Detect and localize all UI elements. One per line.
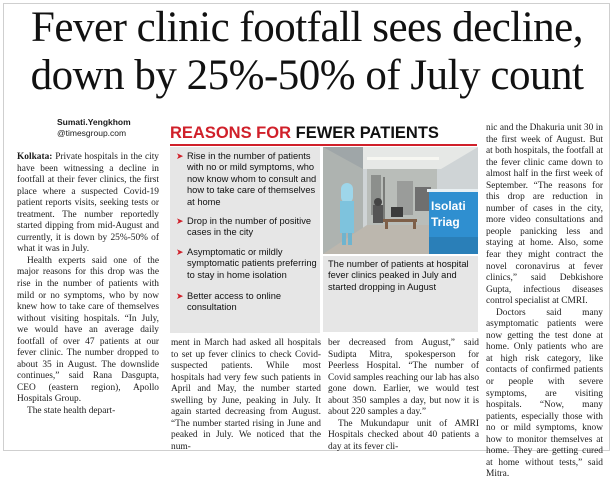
paragraph: ment in March had asked all hospitals to…: [171, 338, 321, 452]
headline: Fever clinic footfall sees decline, down…: [8, 4, 606, 100]
reason-text: Drop in the number of positive cases in …: [187, 216, 312, 238]
reason-item: ➤ Better access to online consultation: [176, 291, 318, 314]
reason-text: Better access to online consultation: [187, 291, 282, 313]
reason-item: ➤ Drop in the number of positive cases i…: [176, 216, 318, 239]
paragraph: Health experts said one of the major rea…: [17, 255, 159, 405]
triage-sign-text: Triag: [431, 215, 460, 229]
hospital-corridor-photo: Isolati Triag: [323, 147, 478, 254]
paragraph-text: Private hospitals in the city have been …: [17, 152, 159, 255]
reasons-title-red: REASONS FOR: [170, 124, 292, 142]
byline-handle: @timesgroup.com: [57, 128, 127, 138]
arrow-bullet-icon: ➤: [176, 151, 184, 161]
isolation-sign-text: Isolati: [431, 199, 466, 213]
photo-caption-box: The number of patients at hospital fever…: [323, 256, 478, 332]
reasons-title-black: FEWER PATIENTS: [295, 124, 439, 142]
reason-item: ➤ Rise in the number of patients with no…: [176, 151, 318, 208]
arrow-bullet-icon: ➤: [176, 216, 184, 226]
reason-text: Asymptomatic or mildly symptomatic patie…: [187, 247, 317, 280]
paragraph: nic and the Dhakuria unit 30 in the firs…: [486, 123, 603, 307]
reasons-title-rule: [170, 144, 477, 146]
arrow-bullet-icon: ➤: [176, 291, 184, 301]
article-column-4: nic and the Dhakuria unit 30 in the firs…: [486, 123, 603, 481]
reason-text: Rise in the number of patients with no o…: [187, 151, 317, 207]
photo-caption: The number of patients at hospital fever…: [328, 259, 469, 292]
headline-line-2: down by 25%-50% of July count: [30, 52, 584, 99]
paragraph: The Mukundapur unit of AMRI Hospitals ch…: [328, 418, 479, 452]
article-column-1: Kolkata: Private hospitals in the city h…: [17, 152, 159, 418]
dateline: Kolkata:: [17, 152, 53, 162]
paragraph: Kolkata: Private hospitals in the city h…: [17, 152, 159, 256]
paragraph: The state health depart-: [27, 406, 116, 417]
paragraph: ber decreased from August,” said Sudipta…: [328, 338, 480, 418]
reasons-box: ➤ Rise in the number of patients with no…: [170, 147, 320, 333]
clipping-border: [3, 3, 610, 451]
reason-item: ➤ Asymptomatic or mildly symptomatic pat…: [176, 247, 318, 281]
byline: Sumati.Yengkhom @timesgroup.com: [57, 117, 131, 139]
article-column-2: ment in March had asked all hospitals to…: [171, 338, 321, 453]
byline-name: Sumati.Yengkhom: [57, 117, 131, 127]
headline-line-1: Fever clinic footfall sees decline,: [30, 4, 584, 51]
reasons-box-title: REASONS FOR FEWER PATIENTS: [170, 123, 439, 143]
article-column-3: ber decreased from August,” said Sudipta…: [328, 338, 479, 453]
arrow-bullet-icon: ➤: [176, 247, 184, 257]
